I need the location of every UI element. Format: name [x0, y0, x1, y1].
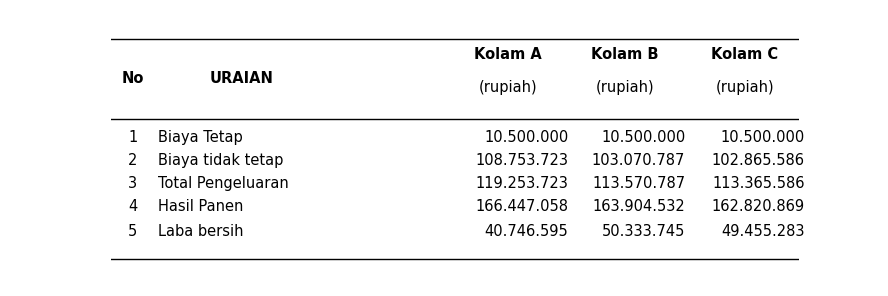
Text: 10.500.000: 10.500.000: [601, 130, 686, 145]
Text: Kolam C: Kolam C: [711, 47, 779, 62]
Text: 102.865.586: 102.865.586: [711, 153, 805, 168]
Text: 1: 1: [128, 130, 138, 145]
Text: 113.570.787: 113.570.787: [592, 176, 686, 191]
Text: 2: 2: [128, 153, 138, 168]
Text: Total Pengeluaran: Total Pengeluaran: [157, 176, 289, 191]
Text: 163.904.532: 163.904.532: [592, 199, 686, 214]
Text: Biaya Tetap: Biaya Tetap: [157, 130, 242, 145]
Text: 49.455.283: 49.455.283: [721, 223, 805, 239]
Text: (rupiah): (rupiah): [479, 81, 537, 95]
Text: 119.253.723: 119.253.723: [475, 176, 568, 191]
Text: 3: 3: [128, 176, 138, 191]
Text: 50.333.745: 50.333.745: [602, 223, 686, 239]
Text: 162.820.869: 162.820.869: [711, 199, 805, 214]
Text: 10.500.000: 10.500.000: [720, 130, 805, 145]
Text: 113.365.586: 113.365.586: [712, 176, 805, 191]
Text: Laba bersih: Laba bersih: [157, 223, 243, 239]
Text: No: No: [122, 71, 144, 86]
Text: 166.447.058: 166.447.058: [475, 199, 568, 214]
Text: Biaya tidak tetap: Biaya tidak tetap: [157, 153, 283, 168]
Text: URAIAN: URAIAN: [210, 71, 274, 86]
Text: (rupiah): (rupiah): [596, 81, 654, 95]
Text: (rupiah): (rupiah): [716, 81, 774, 95]
Text: 4: 4: [128, 199, 138, 214]
Text: 5: 5: [128, 223, 138, 239]
Text: 108.753.723: 108.753.723: [475, 153, 568, 168]
Text: 10.500.000: 10.500.000: [484, 130, 568, 145]
Text: Hasil Panen: Hasil Panen: [157, 199, 243, 214]
Text: 40.746.595: 40.746.595: [485, 223, 568, 239]
Text: Kolam B: Kolam B: [591, 47, 659, 62]
Text: 103.070.787: 103.070.787: [592, 153, 686, 168]
Text: Kolam A: Kolam A: [474, 47, 542, 62]
